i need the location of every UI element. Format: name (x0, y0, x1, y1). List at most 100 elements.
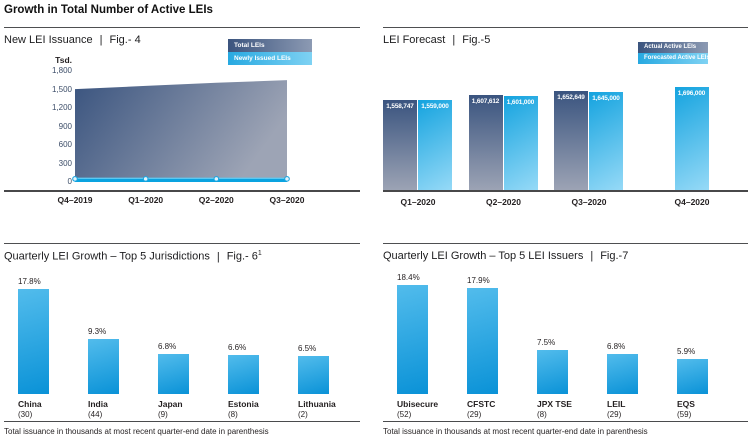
category-count: (8) (228, 410, 238, 419)
bar-actual: 1,558,747 (383, 100, 417, 191)
footnote-text: Total issuance in thousands at most rece… (4, 427, 269, 436)
bar-forecast: 1,559,000 (418, 100, 452, 191)
category-count: (44) (88, 410, 103, 419)
bar (467, 288, 498, 394)
category-label: Ubisecure (397, 399, 439, 409)
category-label: EQS (677, 399, 695, 409)
bar-chart: 18.4% Ubisecure (52) 17.9% CFSTC (29) 7.5% JPX … (383, 244, 748, 446)
x-axis-label: Q1–2020 (128, 195, 164, 205)
y-axis-tick-label: 1,200 (51, 103, 72, 112)
bar-value-label: 1,601,000 (506, 99, 535, 106)
chart-shape (75, 178, 287, 182)
category-label: JPX TSE (537, 399, 572, 409)
y-axis-tick-label: 300 (58, 158, 72, 168)
x-axis-label: Q3–2020 (269, 195, 305, 205)
percent-label: 17.9% (467, 276, 490, 285)
bar (88, 339, 119, 394)
category-count: (9) (158, 410, 168, 419)
percent-label: 9.3% (88, 327, 107, 336)
bar (677, 359, 708, 394)
data-point-marker (213, 176, 220, 182)
chart-shape (75, 80, 287, 182)
x-axis-label: Q2–2020 (198, 195, 234, 205)
bar-forecast: 1,601,000 (503, 96, 538, 191)
category-count: (29) (467, 410, 482, 419)
bar-value-label: 1,645,000 (592, 95, 620, 102)
percent-label: 6.5% (298, 344, 317, 353)
bar (298, 356, 329, 394)
category-label: Japan (158, 399, 183, 409)
category-count: (30) (18, 410, 33, 419)
footnote-text: Total issuance in thousands at most rece… (383, 427, 648, 436)
x-axis-label: Q4–2019 (57, 195, 93, 205)
section-title: New LEI Issuance | Fig.- 4 (4, 34, 141, 46)
bar (537, 350, 568, 394)
percent-label: 6.6% (228, 343, 247, 352)
figure-label: Fig.- 6 (226, 250, 258, 263)
category-label: LEIL (607, 399, 626, 409)
bar (228, 355, 259, 394)
legend-item: Actual Active LEIs (638, 42, 708, 53)
legend: Actual Active LEIs Forecasted Active LEIs (638, 42, 710, 64)
data-point-marker (284, 176, 290, 182)
panel-new-lei-issuance: New LEI Issuance | Fig.- 4 Tsd. 1,800 1,500… (4, 27, 360, 240)
panel-lei-forecast: LEI Forecast | Fig.-5 1,558,747 1,559,000 Q1… (383, 27, 748, 240)
y-axis-tick-label: 0 (67, 177, 72, 186)
bar-group: 1,558,747 1,559,000 Q1–2020 (383, 28, 453, 207)
bar-forecast: 1,645,000 (589, 92, 623, 191)
legend-item: Total LEIs (228, 39, 312, 52)
figure-footnote-marker: 1 (257, 250, 262, 257)
chart-title: Quarterly LEI Growth – Top 5 LEI Issuers (383, 250, 584, 262)
x-axis-label: Q3–2020 (571, 197, 607, 207)
x-axis-line (4, 190, 360, 192)
bar-chart: 1,558,747 1,559,000 Q1–2020 1,607,612 1,601,… (383, 28, 748, 240)
category-label: China (18, 399, 42, 409)
y-axis-tick-label: 1,500 (51, 84, 72, 94)
section-title: Quarterly LEI Growth – Top 5 Jurisdictio… (4, 250, 262, 263)
bar (158, 354, 189, 394)
bar-group: 1,696,000 Q4–2020 (640, 28, 710, 207)
panel-top5-jurisdictions: Quarterly LEI Growth – Top 5 Jurisdictio… (4, 243, 360, 446)
figure-label: Fig.- 4 (109, 34, 141, 46)
bar-value-label: 1,558,747 (386, 103, 414, 110)
category-label: CFSTC (467, 399, 496, 409)
category-label: Lithuania (298, 399, 336, 409)
bar-forecast: 1,696,000 (674, 87, 709, 191)
bar-group: 1,652,649 1,645,000 Q3–2020 (554, 28, 624, 207)
category-count: (8) (537, 410, 547, 419)
category-label: India (88, 399, 108, 409)
panel-top5-lei-issuers: Quarterly LEI Growth – Top 5 LEI Issuers… (383, 243, 748, 446)
x-axis-label: Q1–2020 (400, 197, 436, 207)
footer-divider (4, 421, 360, 422)
category-count: (29) (607, 410, 622, 419)
data-point-marker (142, 176, 149, 182)
legend-item: Forecasted Active LEIs (638, 53, 710, 64)
percent-label: 7.5% (537, 338, 556, 347)
percent-label: 6.8% (607, 342, 626, 351)
category-count: (2) (298, 410, 308, 419)
footer-divider (383, 421, 748, 422)
y-axis-unit-label: Tsd. (55, 55, 72, 65)
bar-actual: 1,607,612 (468, 95, 503, 191)
page-title: Growth in Total Number of Active LEIs (4, 4, 213, 16)
title-separator: | (590, 250, 594, 262)
bar-value-label: 1,559,000 (421, 103, 449, 110)
bar (18, 289, 49, 394)
bar-group: 1,607,612 1,601,000 Q2–2020 (468, 28, 539, 207)
percent-label: 5.9% (677, 347, 696, 356)
title-separator: | (452, 34, 456, 46)
title-separator: | (99, 34, 103, 46)
category-count: (59) (677, 410, 692, 419)
y-axis-tick-label: 600 (58, 140, 72, 149)
category-label: Estonia (228, 399, 259, 409)
x-axis-label: Q2–2020 (486, 197, 521, 207)
bar-value-label: 1,607,612 (471, 98, 500, 105)
figure-label: Fig.-7 (600, 250, 629, 262)
chart-title: LEI Forecast (383, 34, 446, 46)
x-axis-label: Q4–2020 (674, 197, 710, 207)
bar-value-label: 1,652,649 (557, 94, 585, 101)
y-axis-tick-label: 900 (58, 121, 72, 131)
x-axis-line (383, 190, 748, 192)
chart-title: New LEI Issuance (4, 34, 93, 46)
